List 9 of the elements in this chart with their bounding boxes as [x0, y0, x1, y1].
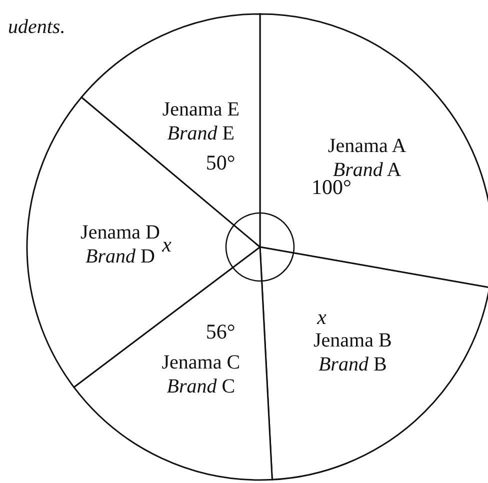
slice-label: Jenama D Brand D — [80, 221, 160, 268]
slice-label: Jenama C Brand C — [162, 352, 240, 398]
slice-label: Jenama E Brand E — [162, 98, 240, 144]
slice-label: Jenama B Brand B — [313, 330, 392, 376]
data-label: 50° — [206, 150, 236, 175]
data-label: 56° — [206, 319, 236, 344]
data-label: x — [161, 232, 172, 257]
text: udents. — [8, 16, 66, 39]
data-label: x — [316, 304, 328, 329]
